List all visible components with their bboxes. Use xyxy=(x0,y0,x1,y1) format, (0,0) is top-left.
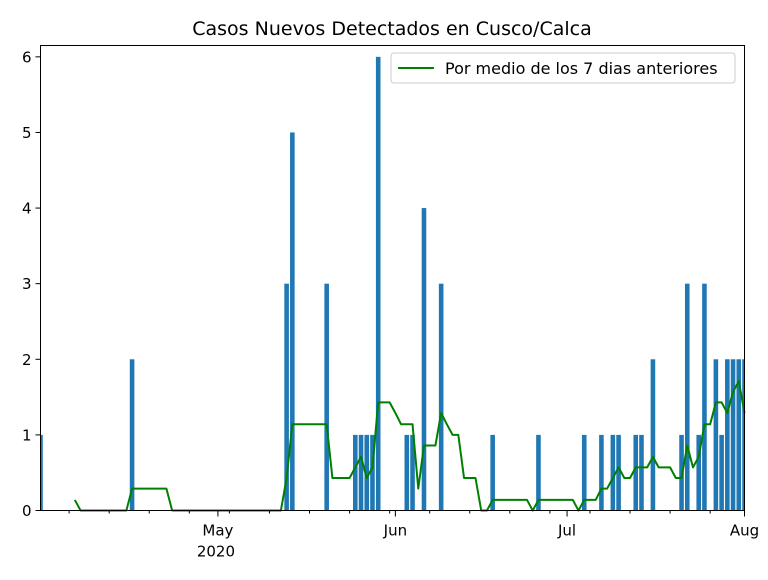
bar xyxy=(490,434,495,511)
legend: Por medio de los 7 dias anteriores xyxy=(390,52,736,84)
x-tick-label: Aug xyxy=(730,522,759,540)
x-tick-sublabel: 2020 xyxy=(197,543,235,561)
bar xyxy=(438,283,444,511)
bar xyxy=(358,434,364,511)
bar xyxy=(725,359,730,511)
y-axis: 0 1 2 3 4 5 6 xyxy=(22,48,41,520)
bars-layer xyxy=(40,56,745,511)
bar xyxy=(404,434,410,511)
bar xyxy=(324,283,329,511)
y-tick-label: 2 xyxy=(22,351,32,369)
bar xyxy=(702,283,707,511)
x-tick-label: May xyxy=(202,522,233,540)
bar xyxy=(581,434,587,511)
chart-title: Casos Nuevos Detectados en Cusco/Calca xyxy=(192,18,591,40)
bar xyxy=(713,359,719,511)
bar xyxy=(719,434,724,511)
moving-average-line xyxy=(73,380,746,512)
bar xyxy=(353,434,358,511)
legend-label: Por medio de los 7 dias anteriores xyxy=(445,59,718,78)
bar xyxy=(633,434,639,511)
bar xyxy=(616,434,621,511)
y-tick-label: 0 xyxy=(22,502,32,520)
bar xyxy=(736,359,742,511)
y-tick-label: 4 xyxy=(22,200,32,218)
bar xyxy=(650,359,656,511)
legend-box xyxy=(390,52,736,84)
plot-frame xyxy=(40,45,745,511)
bar xyxy=(370,434,375,511)
bar xyxy=(684,283,690,511)
x-tick-label: Jul xyxy=(557,522,576,540)
x-axis: May 2020 Jun Jul Aug xyxy=(68,510,759,561)
bar xyxy=(40,434,43,511)
bar xyxy=(421,208,427,511)
bar xyxy=(284,283,289,511)
y-tick-label: 6 xyxy=(22,48,32,66)
bar xyxy=(290,132,295,511)
y-tick-label: 3 xyxy=(22,275,32,293)
x-tick-label: Jun xyxy=(383,522,407,540)
bar xyxy=(536,434,541,511)
bar xyxy=(410,434,415,511)
bar xyxy=(375,56,381,511)
bar xyxy=(639,434,644,511)
y-tick-label: 5 xyxy=(22,124,32,142)
y-tick-label: 1 xyxy=(22,426,32,444)
bar xyxy=(129,359,135,511)
bar xyxy=(730,359,736,511)
bar xyxy=(610,434,616,511)
bar xyxy=(696,434,702,511)
bar xyxy=(364,434,370,511)
bar xyxy=(599,434,604,511)
bar xyxy=(742,359,745,511)
